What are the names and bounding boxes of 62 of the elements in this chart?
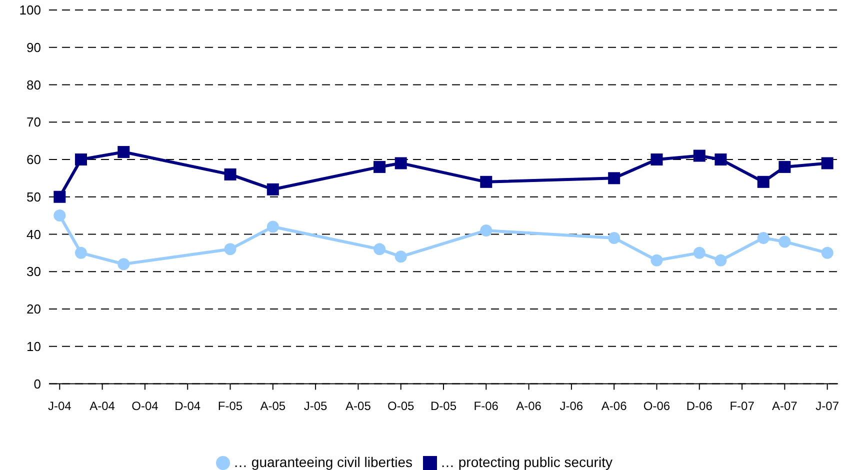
x-tick-label: A-05 [346,399,372,414]
point [693,150,706,162]
legend-label: … guaranteeing civil liberties [234,454,412,470]
y-tick-label: 20 [26,302,41,317]
point [778,160,791,173]
point [224,168,236,180]
x-tick-label: F-06 [474,399,499,414]
y-tick-label: 70 [26,114,41,130]
y-tick-label: 60 [26,152,41,168]
y-tick-label: 50 [26,189,41,204]
x-tick-label: O-04 [132,399,159,414]
point [757,232,770,244]
x-tick-label: F-07 [730,399,755,414]
x-tick-label: J-06 [560,399,584,414]
point [74,153,87,166]
x-tick-label: F-05 [218,399,243,414]
y-tick-label: 100 [19,2,41,18]
point [54,210,66,222]
point [821,246,834,259]
point [394,157,407,170]
point [650,254,663,266]
point [54,190,66,203]
point [266,220,279,233]
x-tick-label: D-04 [174,399,201,414]
point [74,246,87,259]
point [480,176,492,188]
point [266,183,279,196]
y-tick-label: 30 [26,264,41,280]
point [118,146,130,158]
point [714,153,727,166]
x-tick-label: D-05 [430,399,457,414]
y-tick-label: 90 [26,40,41,55]
point [118,258,130,270]
x-tick-label: D-06 [686,399,713,414]
point [224,243,236,256]
point [821,157,834,170]
point [714,254,727,266]
point [608,172,620,184]
x-tick-label: O-05 [388,399,415,414]
point [480,224,492,236]
y-tick-label: 40 [26,226,41,242]
point [757,176,770,188]
point [394,250,407,263]
x-tick-label: A-06 [601,399,628,414]
point [374,160,386,173]
x-tick-label: J-07 [816,399,840,414]
x-tick-label: A-07 [772,399,798,414]
legend-label: … protecting public security [440,454,612,470]
y-tick-label: 80 [26,77,41,92]
x-tick-label: J-04 [48,399,72,414]
x-tick-label: A-04 [90,399,116,414]
x-tick-label: A-05 [260,399,286,414]
x-tick-label: J-05 [304,399,328,414]
x-tick-label: A-06 [516,399,542,414]
y-tick-label: 0 [34,376,41,392]
point [608,232,620,244]
point [650,153,663,166]
point [374,243,386,256]
point [778,236,791,248]
y-tick-label: 10 [26,338,41,354]
x-tick-label: O-06 [643,399,670,414]
point [693,246,706,259]
